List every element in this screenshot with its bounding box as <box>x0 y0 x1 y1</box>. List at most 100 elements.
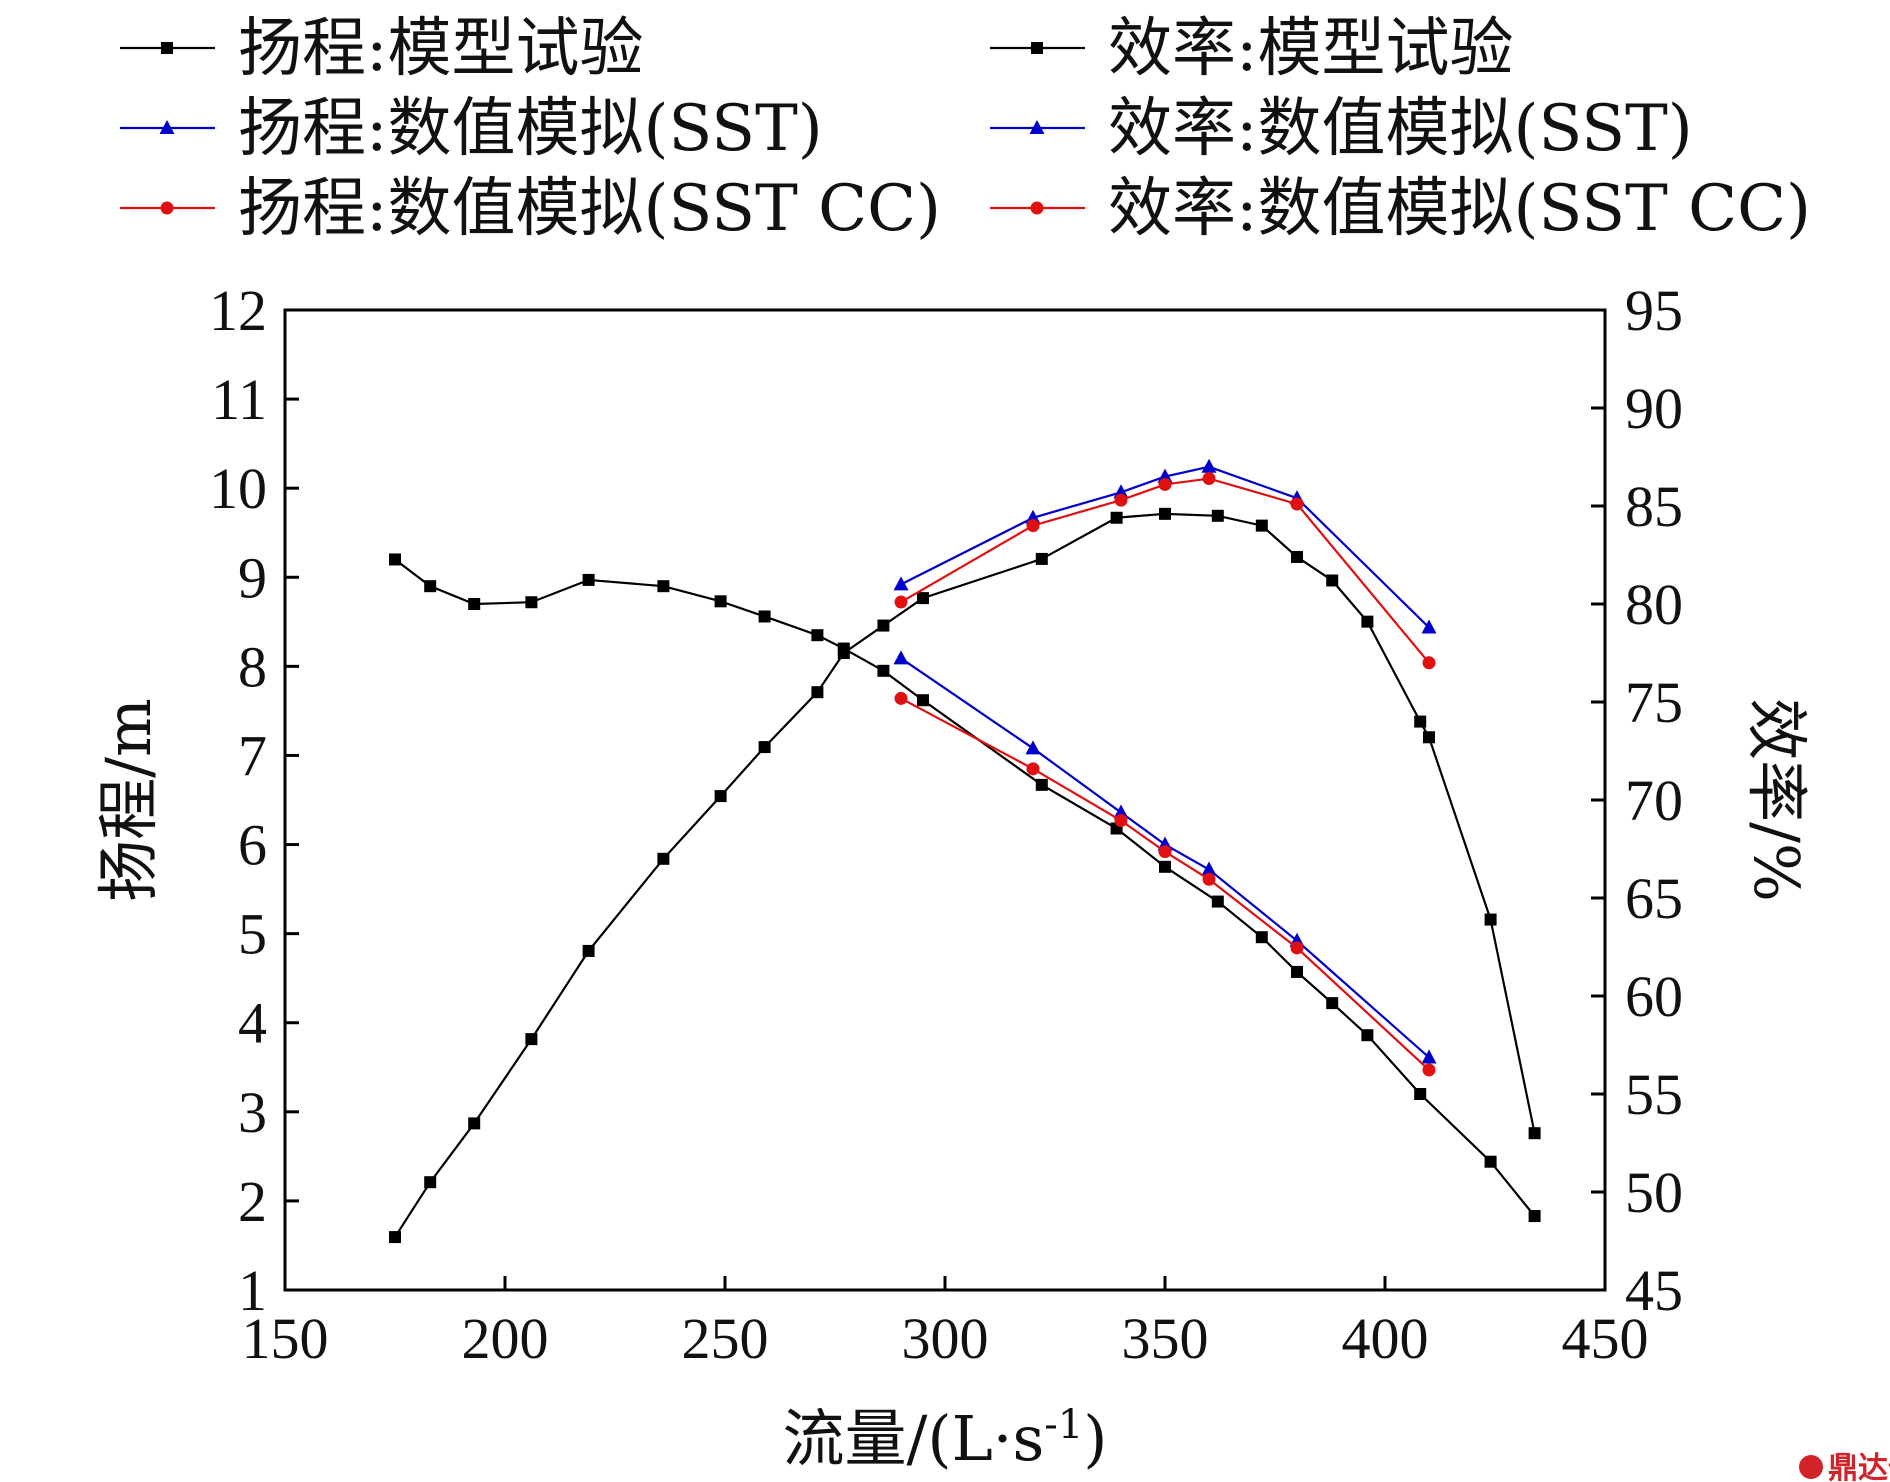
watermark-text: 鼎达信 <box>1828 1451 1890 1482</box>
data-point <box>1326 997 1339 1010</box>
legend-item: 扬程:模型试验 <box>120 12 644 86</box>
data-point <box>657 580 670 593</box>
data-point <box>1202 472 1216 486</box>
right-tick-label: 65 <box>1625 866 1683 931</box>
data-point <box>582 944 595 957</box>
data-point <box>1110 511 1123 524</box>
series-6 <box>894 472 1436 670</box>
data-point <box>1158 845 1172 859</box>
data-point <box>1326 574 1339 587</box>
data-point <box>1290 941 1304 955</box>
data-point <box>1528 1127 1541 1140</box>
right-axis-title: 效率/% <box>1740 698 1813 902</box>
x-tick-label: 150 <box>242 1306 329 1371</box>
x-tick-label: 400 <box>1342 1306 1429 1371</box>
data-point <box>811 629 824 642</box>
data-point <box>1422 1063 1436 1077</box>
data-point <box>1528 1210 1541 1223</box>
data-point <box>917 694 929 707</box>
data-point <box>389 553 401 566</box>
left-tick-label: 9 <box>238 545 267 610</box>
data-point <box>1158 477 1172 491</box>
right-tick-label: 60 <box>1625 964 1683 1029</box>
series-4 <box>389 507 1541 1244</box>
data-point <box>1026 519 1040 533</box>
plot-frame <box>283 308 1607 1292</box>
data-point <box>1113 484 1129 499</box>
data-point <box>1255 931 1268 944</box>
left-tick-label: 5 <box>238 902 267 967</box>
data-point <box>1290 497 1304 511</box>
legend-swatch-marker <box>160 201 174 215</box>
legend-label: 扬程:数值模拟(SST CC) <box>238 172 941 246</box>
x-tick-label: 450 <box>1562 1306 1649 1371</box>
legend-swatch-marker <box>1029 120 1045 134</box>
left-tick-label: 3 <box>238 1080 267 1145</box>
data-point <box>1414 1088 1427 1100</box>
data-point <box>468 598 481 610</box>
series-layer <box>389 458 1541 1244</box>
right-tick-label: 90 <box>1625 376 1683 441</box>
left-tick-label: 2 <box>238 1169 267 1234</box>
legend-item: 效率:数值模拟(SST) <box>990 92 1693 166</box>
data-point <box>1211 509 1224 522</box>
right-axis-ticks: 45 50 55 60 65 70 75 80 85 90 95 <box>1591 278 1683 1323</box>
legend-swatch-marker <box>1031 42 1043 54</box>
data-point <box>811 686 824 699</box>
legend-item: 扬程:数值模拟(SST) <box>120 92 823 166</box>
x-tick-label: 250 <box>682 1306 769 1371</box>
data-point <box>1484 913 1497 926</box>
data-point <box>758 610 771 623</box>
left-tick-label: 11 <box>211 367 267 432</box>
x-tick-label: 300 <box>902 1306 989 1371</box>
data-point <box>837 647 850 659</box>
left-tick-label: 10 <box>209 456 267 521</box>
data-point <box>657 852 670 865</box>
data-point <box>1255 519 1268 532</box>
right-tick-label: 80 <box>1625 572 1683 637</box>
data-point <box>1421 619 1437 634</box>
data-point <box>877 619 890 632</box>
legend-item: 扬程:数值模拟(SST CC) <box>120 172 941 246</box>
data-point <box>1484 1155 1497 1168</box>
series-3 <box>894 691 1436 1077</box>
data-point <box>1201 861 1217 876</box>
data-point <box>1422 656 1436 670</box>
x-tick-label: 200 <box>462 1306 549 1371</box>
right-tick-label: 85 <box>1625 474 1683 539</box>
watermark: 鼎达信 <box>1799 1451 1890 1482</box>
data-point <box>1025 509 1041 524</box>
data-point <box>1291 550 1303 563</box>
data-point <box>424 1176 437 1189</box>
left-tick-label: 8 <box>238 634 267 699</box>
data-point <box>525 596 538 609</box>
data-point <box>1423 731 1435 744</box>
data-point <box>1114 813 1128 827</box>
data-point <box>893 576 909 591</box>
data-point <box>1159 860 1171 873</box>
data-point <box>525 1033 538 1046</box>
right-tick-label: 75 <box>1625 670 1683 735</box>
series-line <box>900 477 1430 664</box>
data-point <box>424 580 437 593</box>
data-point <box>582 573 595 586</box>
legend-label: 扬程:数值模拟(SST) <box>238 92 823 166</box>
legend-item: 效率:模型试验 <box>990 12 1514 86</box>
data-point <box>893 650 909 665</box>
data-point <box>1114 493 1128 507</box>
right-tick-label: 50 <box>1625 1160 1683 1225</box>
data-point <box>1026 762 1040 776</box>
left-tick-label: 6 <box>238 813 267 878</box>
series-line <box>394 558 1536 1217</box>
legend-label: 效率:数值模拟(SST) <box>1108 92 1693 166</box>
data-point <box>917 592 929 605</box>
data-point <box>1414 715 1427 728</box>
data-point <box>1211 895 1224 908</box>
left-tick-label: 12 <box>209 278 267 343</box>
data-point <box>1202 872 1216 886</box>
data-point <box>1291 965 1303 978</box>
data-point <box>1025 740 1041 755</box>
